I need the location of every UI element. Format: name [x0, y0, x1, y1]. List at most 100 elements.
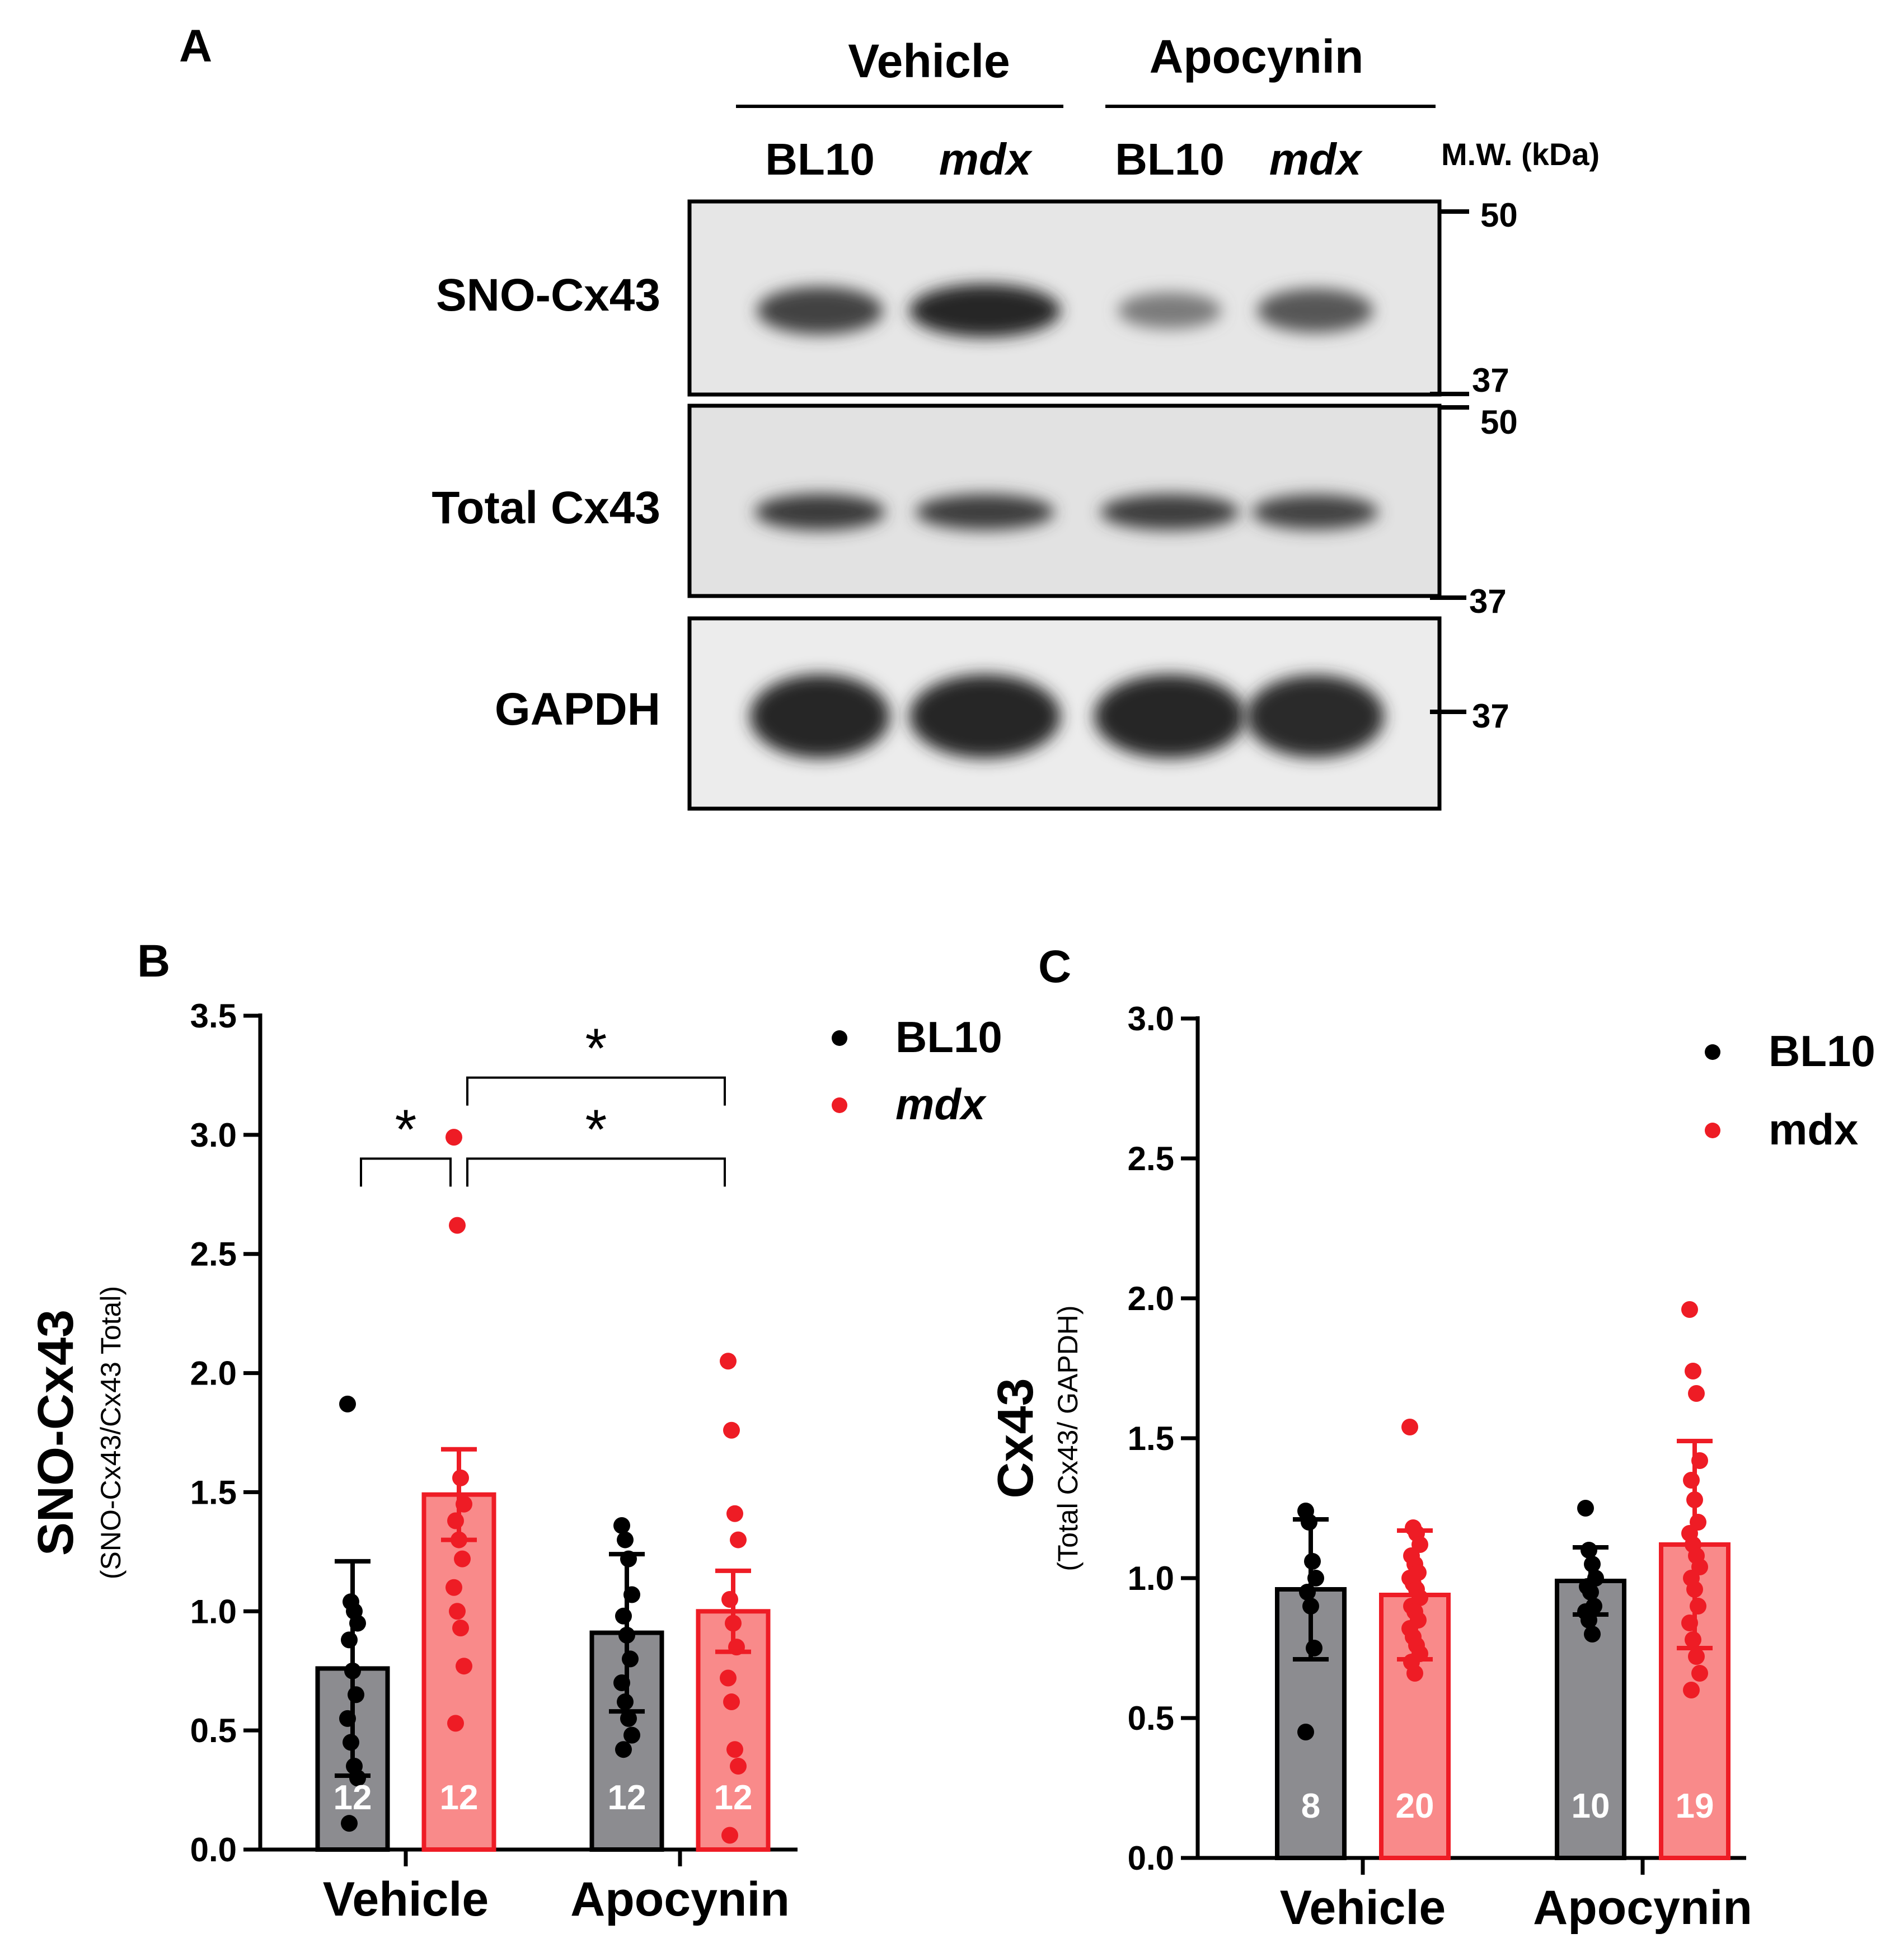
- n-label: 12: [714, 1778, 753, 1817]
- y-axis-label: Cx43: [988, 1378, 1044, 1498]
- data-point: [341, 1815, 358, 1832]
- y-axis-sublabel: (SNO-Cx43/Cx43 Total): [95, 1286, 126, 1579]
- x-tick-label: Apocynin: [570, 1872, 790, 1926]
- data-point: [339, 1395, 356, 1412]
- data-point: [447, 1715, 464, 1732]
- significance-star: *: [395, 1098, 417, 1161]
- data-point: [723, 1421, 740, 1439]
- y-axis-label: SNO-Cx43: [28, 1310, 84, 1556]
- data-point: [452, 1620, 469, 1637]
- data-point: [341, 1631, 358, 1649]
- significance-bracket: [466, 1157, 726, 1187]
- row-label-total-cx43: Total Cx43: [432, 482, 660, 533]
- data-point: [620, 1710, 637, 1727]
- data-point: [615, 1741, 632, 1758]
- data-point: [721, 1591, 738, 1608]
- data-point: [1401, 1419, 1418, 1435]
- mw-title: M.W. (kDa): [1441, 137, 1600, 172]
- legend-marker: [832, 1097, 847, 1113]
- significance-star: *: [585, 1017, 607, 1080]
- data-point: [445, 1129, 462, 1146]
- data-point: [622, 1650, 639, 1668]
- data-point: [1299, 1584, 1316, 1601]
- row-label-sno-cx43: SNO-Cx43: [436, 270, 660, 321]
- blot-bands: [750, 284, 1385, 758]
- legend-marker: [1705, 1123, 1720, 1138]
- mw-label: 50: [1480, 403, 1518, 441]
- data-point: [617, 1531, 634, 1548]
- blot-band: [1094, 674, 1245, 758]
- blot-band: [915, 494, 1055, 531]
- data-point: [615, 1607, 632, 1625]
- data-point: [730, 1531, 747, 1548]
- data-point: [1691, 1665, 1708, 1682]
- chart-c: C 0.0 0.5 1.0 1.5 2.0 2.5 3.0 Vehicle Apocynin Cx4…: [988, 941, 1875, 1935]
- blot-band: [1246, 675, 1385, 758]
- bar: [1275, 1587, 1347, 1860]
- data-point: [726, 1741, 743, 1758]
- data-point: [1683, 1682, 1700, 1698]
- chart-b: B 0.0 0.5 1.0 1.5 2.0 2.5 3.0 3.5 Vehicle Apocynin…: [28, 936, 1002, 1926]
- data-point: [720, 1669, 737, 1687]
- y-tick-label: 1.0: [1128, 1560, 1174, 1597]
- y-tick-label: 3.0: [190, 1116, 237, 1154]
- data-point: [454, 1550, 471, 1568]
- blot-band: [757, 287, 883, 335]
- panel-letter: B: [137, 936, 170, 987]
- lane-label: mdx: [939, 134, 1033, 184]
- data-point: [720, 1353, 737, 1370]
- blot-band: [1257, 288, 1373, 333]
- n-label: 19: [1676, 1787, 1714, 1825]
- y-tick-label: 2.0: [190, 1355, 237, 1392]
- blot-band: [754, 494, 885, 531]
- x-tick-label: Vehicle: [1280, 1881, 1446, 1935]
- y-tick-label: 2.0: [1128, 1280, 1174, 1317]
- significance-bracket: [360, 1157, 452, 1187]
- data-point: [445, 1579, 462, 1596]
- y-tick-label: 3.5: [190, 997, 237, 1035]
- n-label: 12: [440, 1778, 479, 1817]
- y-tick-label: 2.5: [190, 1236, 237, 1273]
- y-tick-label: 0.5: [1128, 1700, 1174, 1737]
- group-header-apocynin: Apocynin: [1150, 30, 1364, 83]
- data-point: [730, 1758, 747, 1775]
- legend-label: mdx: [1769, 1105, 1858, 1154]
- data-point: [449, 1217, 466, 1234]
- data-point: [723, 1693, 740, 1711]
- data-point: [1406, 1665, 1423, 1682]
- blot-band: [1100, 494, 1240, 531]
- data-point: [1688, 1648, 1705, 1665]
- y-tick-label: 2.5: [1128, 1140, 1174, 1177]
- y-axis-sublabel: (Total Cx43/ GAPDH): [1052, 1305, 1084, 1571]
- data-point: [1690, 1598, 1706, 1615]
- data-point: [1688, 1385, 1705, 1402]
- n-label: 10: [1572, 1787, 1610, 1825]
- y-tick-label: 1.5: [1128, 1420, 1174, 1457]
- data-point: [1577, 1500, 1594, 1517]
- data-point: [447, 1512, 464, 1529]
- lane-label: BL10: [1115, 134, 1225, 184]
- data-point: [449, 1603, 466, 1620]
- x-tick-label: Apocynin: [1533, 1881, 1752, 1935]
- mw-label: 37: [1472, 697, 1509, 735]
- data-point: [456, 1658, 472, 1675]
- n-label: 8: [1301, 1787, 1320, 1825]
- legend-marker: [1705, 1044, 1720, 1060]
- x-tick-label: Vehicle: [323, 1872, 489, 1926]
- data-point: [623, 1726, 640, 1744]
- data-point: [1685, 1363, 1701, 1379]
- data-point: [348, 1686, 364, 1703]
- blot-band: [1252, 494, 1378, 530]
- n-label: 12: [608, 1778, 646, 1817]
- y-tick-label: 3.0: [1128, 1000, 1174, 1038]
- n-label: 20: [1396, 1787, 1434, 1825]
- legend-marker: [832, 1030, 847, 1046]
- data-point: [1297, 1724, 1314, 1740]
- legend-label: mdx: [895, 1080, 987, 1129]
- blot-band: [750, 674, 890, 758]
- data-point: [1683, 1472, 1700, 1489]
- blot-band: [909, 674, 1061, 758]
- significance-bracket: [466, 1076, 726, 1106]
- mw-label: 50: [1480, 196, 1518, 234]
- y-tick-label: 1.0: [190, 1593, 237, 1630]
